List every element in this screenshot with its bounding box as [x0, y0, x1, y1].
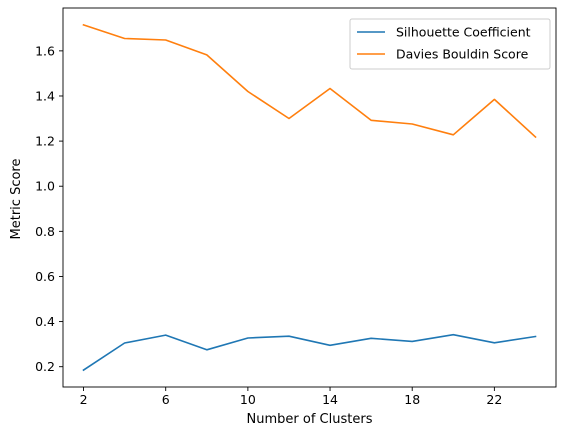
x-tick-label: 14	[322, 392, 338, 407]
x-tick-label: 2	[80, 392, 88, 407]
axes: 2 6 10 14 18 22 0.2 0.4 0.6 0.8 1.0 1.2 1.4 1.6	[35, 7, 557, 407]
y-axis-label: Metric Score	[9, 159, 24, 240]
y-tick-label: 1.2	[35, 134, 55, 149]
x-tick-label: 22	[486, 392, 502, 407]
legend-box	[349, 18, 551, 70]
x-axis-label: Number of Clusters	[247, 412, 373, 427]
y-tick-label: 1.0	[35, 179, 55, 194]
y-tick-label: 0.4	[35, 314, 55, 329]
y-tick-label: 0.2	[35, 359, 55, 374]
y-tick-label: 1.4	[35, 88, 55, 103]
x-tick-label: 10	[240, 392, 256, 407]
y-tick-label: 0.6	[35, 269, 55, 284]
series-line-silhouette-coefficient	[82, 333, 537, 372]
axes-frame	[62, 7, 557, 388]
legend-label-silhouette: Silhouette Coefficient	[396, 25, 531, 40]
x-tick-label: 18	[404, 392, 420, 407]
x-tick-label: 6	[162, 392, 170, 407]
y-tick-label: 0.8	[35, 224, 55, 239]
legend: Silhouette Coefficient Davies Bouldin Sc…	[349, 18, 551, 70]
legend-label-davies-bouldin: Davies Bouldin Score	[396, 47, 529, 62]
series-line-davies-bouldin-score	[82, 23, 537, 139]
y-tick-label: 1.6	[35, 43, 55, 58]
plot-area	[82, 23, 537, 372]
